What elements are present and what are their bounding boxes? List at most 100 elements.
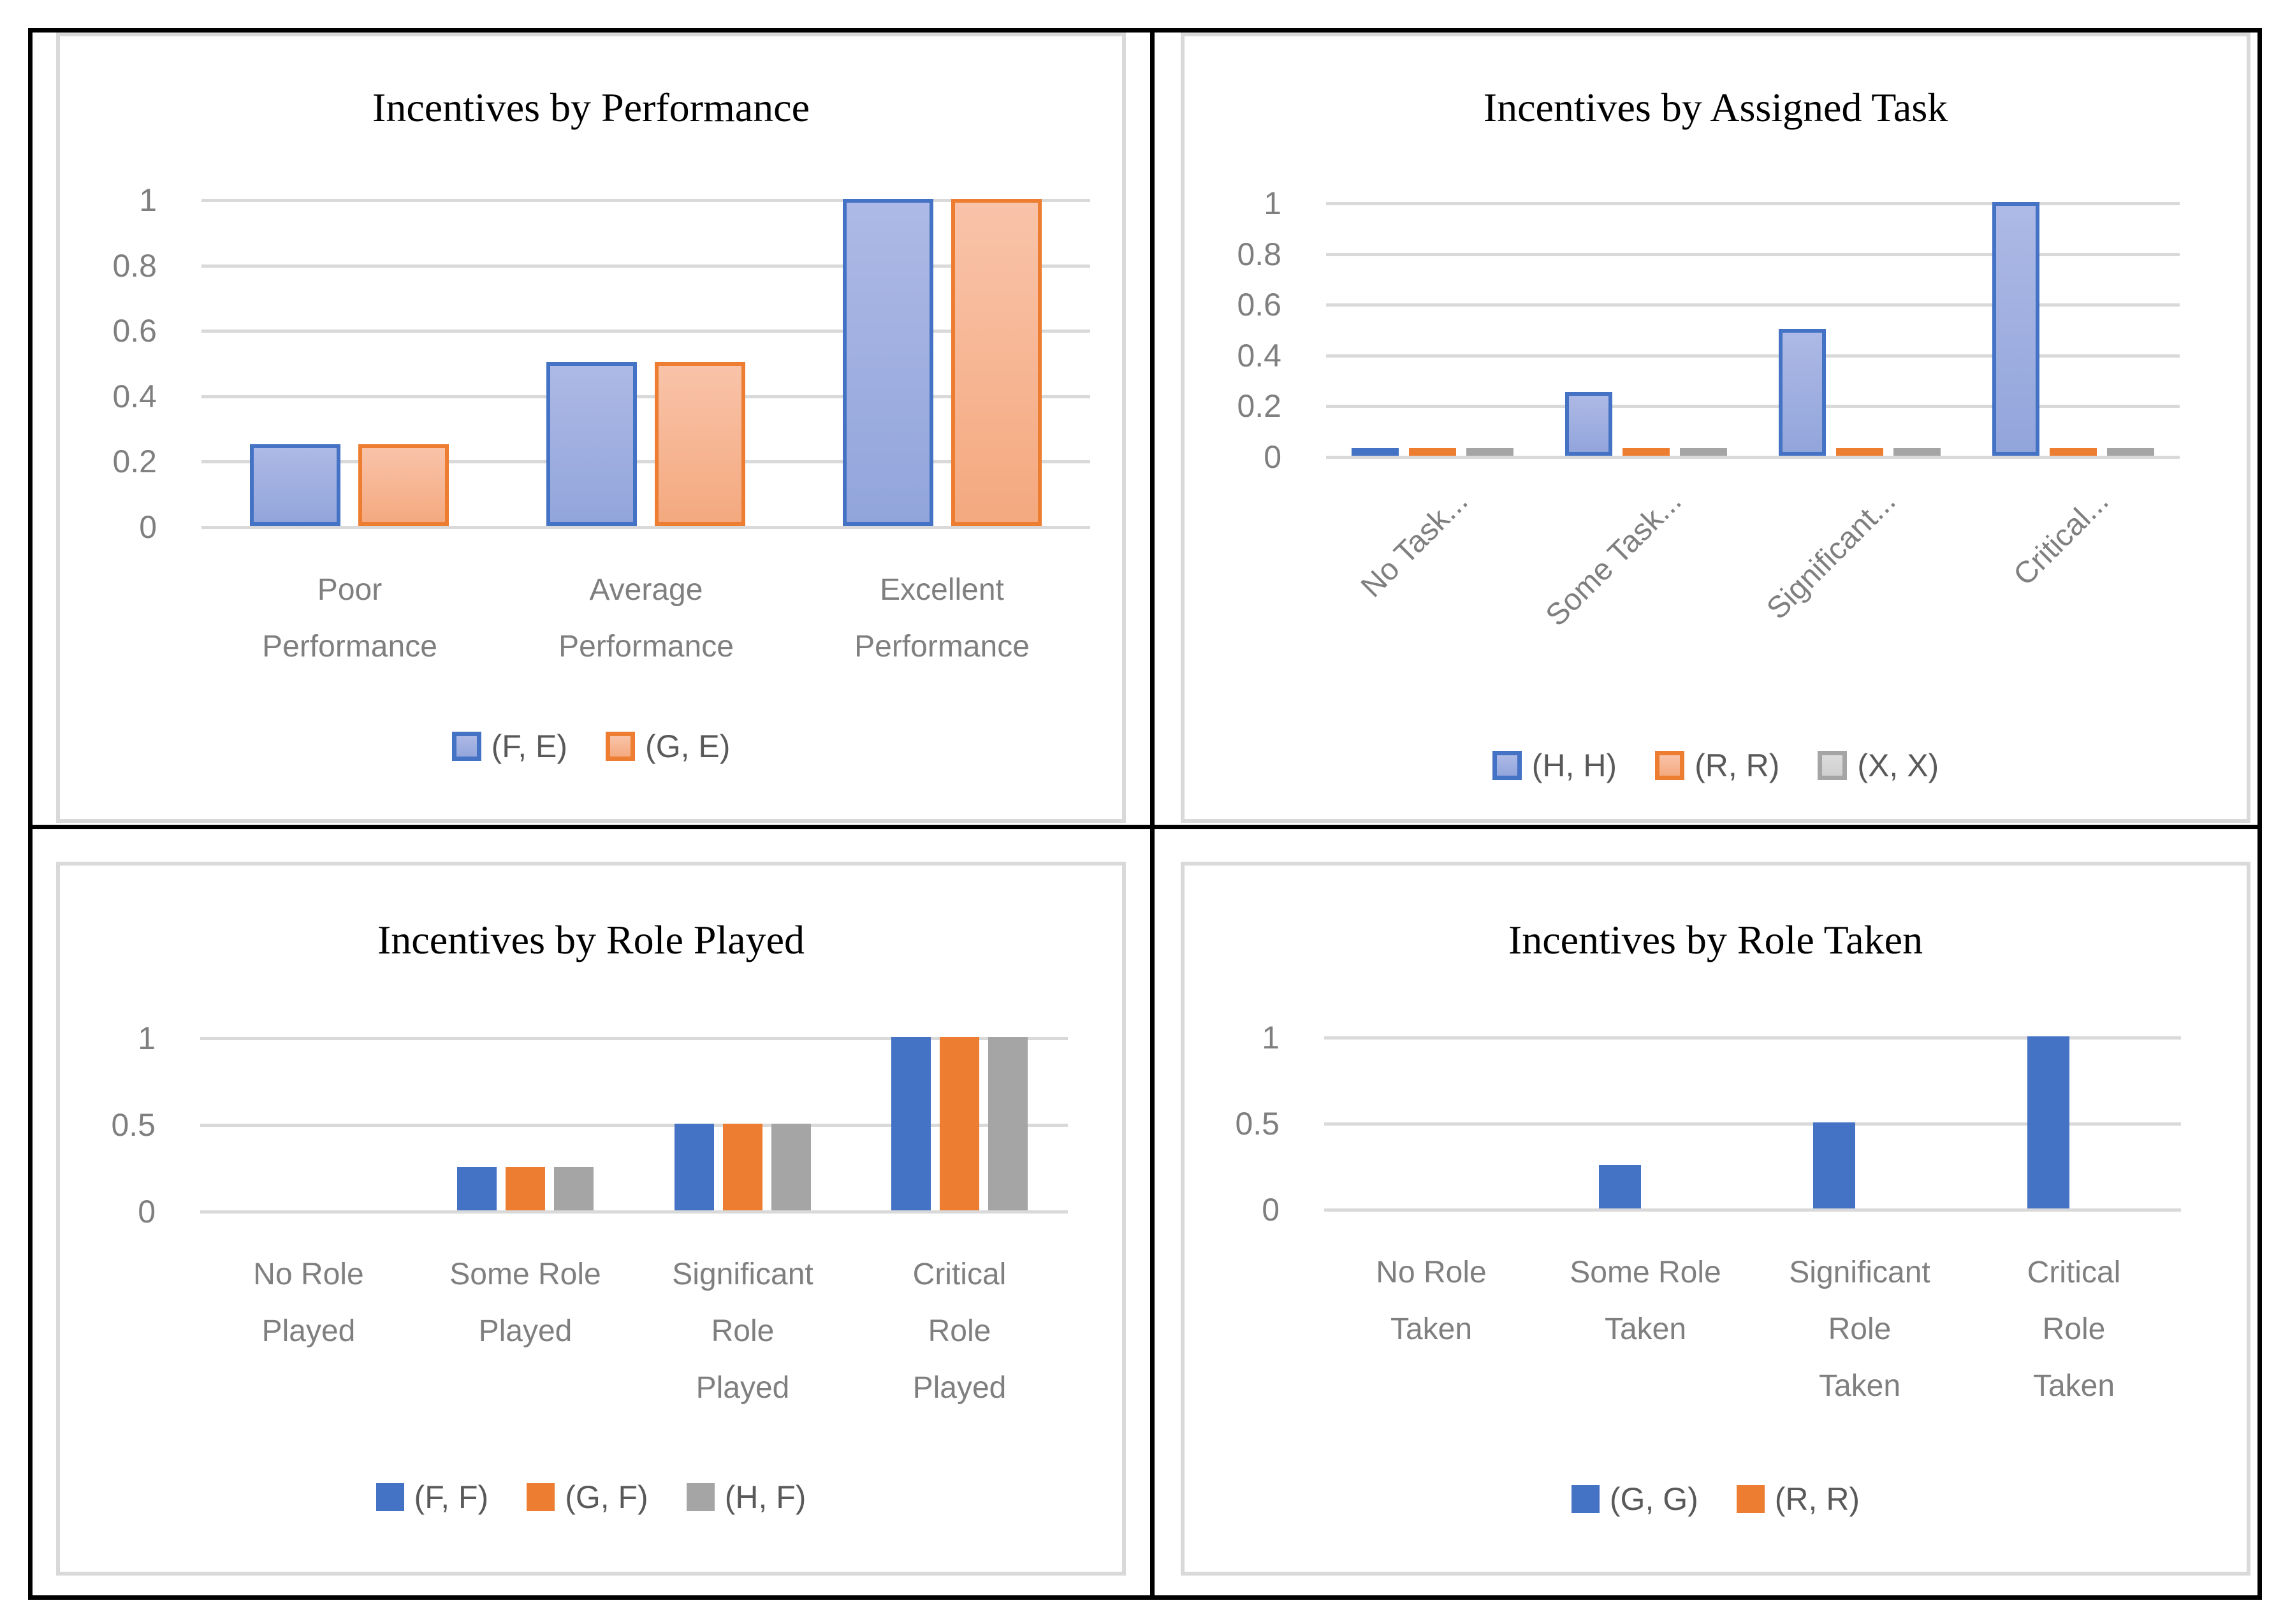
chart-panel-incentives-by-role-taken: Incentives by Role Taken 1 0.5 0 No Role T…: [1181, 862, 2250, 1576]
plot-area: 1 0.8 0.6 0.4 0.2 0: [1237, 185, 2180, 475]
bar: [988, 1037, 1028, 1210]
x-category-label: Significant...: [1760, 484, 1902, 627]
y-axis-tick-label: 0.4: [112, 379, 157, 414]
bar: [250, 444, 340, 526]
x-category-label: No Role Played: [253, 1258, 364, 1348]
y-axis-tick-label: 0: [139, 509, 157, 545]
legend: (G, G) (R, R): [1185, 1481, 2247, 1518]
bar: [1992, 202, 2039, 456]
chart-title: Incentives by Role Taken: [1508, 917, 1923, 962]
gray-legend-swatch: [1818, 751, 1848, 780]
bar: [1893, 448, 1941, 456]
blue-legend-swatch: [1571, 1485, 1600, 1513]
bar: [2107, 448, 2154, 456]
chart-panel-incentives-by-performance: Incentives by Performance 1 0.8 0.6 0.4 0.2 0…: [56, 33, 1126, 823]
bar: [358, 444, 449, 526]
bar: [723, 1124, 762, 1210]
y-axis-tick-label: 0.2: [112, 444, 157, 479]
x-category-label: Some Role Played: [449, 1258, 601, 1348]
gridline: [1324, 1122, 2181, 1126]
legend-label: (H, F): [724, 1479, 806, 1515]
legend-label: (G, E): [645, 729, 731, 764]
gridline: [1324, 1036, 2181, 1040]
legend-item: (G, F): [527, 1479, 648, 1516]
gridline: [201, 526, 1090, 529]
legend-item: (G, G): [1571, 1481, 1698, 1518]
gridline: [200, 1210, 1068, 1214]
legend: (F, F) (G, F) (H, F): [60, 1479, 1122, 1516]
legend-label: (X, X): [1857, 748, 1939, 783]
legend: (F, E) (G, E): [60, 728, 1122, 765]
y-axis-tick-label: 1: [1262, 1020, 1280, 1055]
chart-title: Incentives by Assigned Task: [1483, 85, 1948, 130]
legend-label: (F, E): [491, 729, 568, 764]
plot-area: 1 0.8 0.6 0.4 0.2 0: [112, 182, 1090, 545]
y-axis-tick-label: 0: [1262, 1192, 1280, 1228]
x-category-label: Some Role Taken: [1570, 1256, 1721, 1346]
gridline: [1326, 202, 2180, 205]
gridline: [1326, 456, 2180, 459]
table-horizontal-divider: [28, 825, 2262, 829]
legend-label: (R, R): [1695, 748, 1780, 783]
plot-area: 1 0.5 0: [1235, 1020, 2181, 1228]
bar: [1779, 329, 1826, 456]
chart-panel-incentives-by-role-played: Incentives by Role Played 1 0.5 0 No Role …: [56, 862, 1126, 1576]
legend-item: (F, F): [376, 1479, 488, 1516]
y-axis-tick-label: 0.8: [112, 248, 157, 284]
x-category-label: Critical...: [2007, 484, 2116, 593]
x-axis-labels: No Role Played Some Role Played Significan…: [60, 866, 1122, 1572]
x-category-label: No Task...: [1355, 484, 1475, 604]
x-axis-labels: No Role Taken Some Role Taken Significant …: [1185, 866, 2247, 1572]
gridline: [1326, 303, 2180, 307]
legend-item: (R, R): [1736, 1481, 1860, 1518]
legend-item: (H, F): [686, 1479, 806, 1516]
gridline: [1326, 354, 2180, 358]
orange-legend-swatch: [1736, 1485, 1765, 1513]
plot-area: 1 0.5 0: [111, 1020, 1068, 1229]
bar: [951, 199, 1042, 526]
x-category-label: Significant Role Played: [672, 1258, 813, 1405]
x-category-label: Poor Performance: [262, 573, 437, 663]
bar: [1466, 448, 1513, 456]
blue-legend-swatch: [376, 1483, 404, 1511]
x-category-label: Critical Role Played: [912, 1258, 1007, 1405]
legend-item: (R, R): [1655, 747, 1779, 784]
x-category-label: No Role Taken: [1376, 1256, 1487, 1346]
legend-label: (R, R): [1774, 1481, 1860, 1517]
gridline: [200, 1037, 1068, 1040]
y-axis-tick-label: 0.4: [1237, 338, 1281, 373]
legend-label: (G, F): [565, 1479, 648, 1515]
gridline: [201, 330, 1090, 333]
bar: [655, 362, 745, 526]
chart-title: Incentives by Performance: [372, 85, 810, 130]
y-axis-tick-label: 0.6: [1237, 287, 1281, 323]
legend-item: (H, H): [1492, 747, 1617, 784]
gridline: [201, 395, 1090, 398]
x-category-label: Significant Role Taken: [1789, 1256, 1930, 1403]
bar: [1565, 392, 1612, 456]
bar: [1680, 448, 1727, 456]
chart-panel-incentives-by-assigned-task: Incentives by Assigned Task 1 0.8 0.6 0.4 0.…: [1181, 33, 2250, 823]
bar: [546, 362, 637, 526]
bar: [457, 1167, 497, 1210]
blue-legend-swatch: [451, 732, 481, 761]
legend-item: (G, E): [606, 728, 730, 765]
x-category-label: Excellent Performance: [854, 573, 1030, 663]
chart-title: Incentives by Role Played: [377, 917, 805, 962]
y-axis-tick-label: 0.5: [1235, 1106, 1280, 1142]
gridline: [1326, 253, 2180, 256]
bar: [1409, 448, 1456, 456]
y-axis-tick-label: 1: [139, 182, 157, 218]
orange-legend-swatch: [1655, 751, 1685, 780]
x-category-label: Critical Role Taken: [2027, 1256, 2121, 1403]
legend: (H, H) (R, R) (X, X): [1185, 747, 2247, 784]
y-axis-tick-label: 1: [1264, 185, 1281, 221]
bar: [771, 1124, 811, 1210]
legend-label: (G, G): [1609, 1481, 1698, 1517]
y-axis-tick-label: 0.6: [112, 313, 157, 349]
bar: [1352, 448, 1399, 456]
y-axis-tick-label: 1: [138, 1020, 156, 1056]
gridline: [201, 265, 1090, 268]
bar: [940, 1037, 979, 1210]
